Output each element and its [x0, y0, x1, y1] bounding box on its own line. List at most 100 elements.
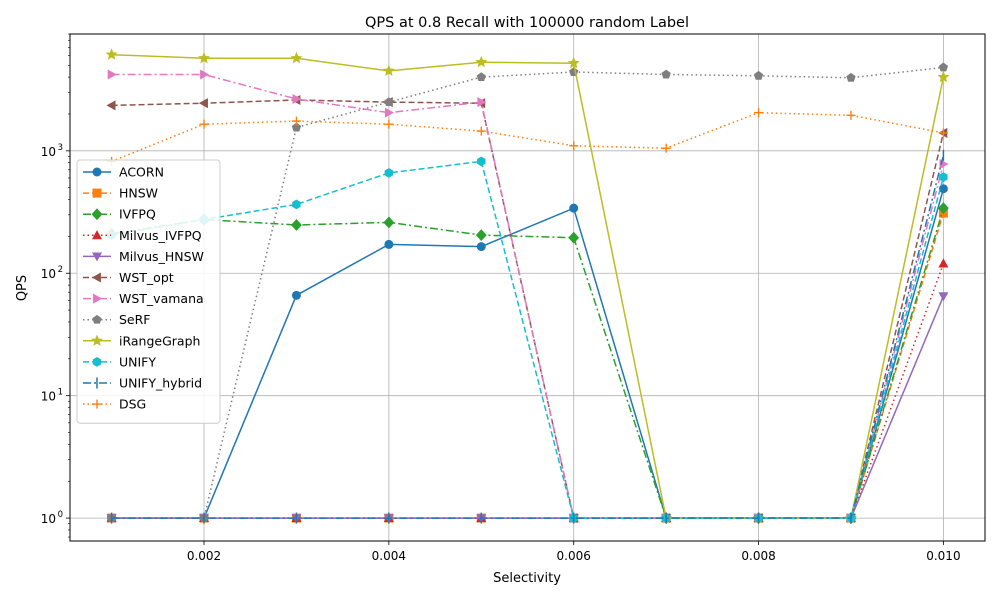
series-line-dsg	[111, 111, 944, 163]
y-tick-label: 10	[41, 512, 56, 526]
y-tick-exponent: 1	[58, 388, 63, 398]
data-point-irangegraph	[198, 52, 210, 64]
legend-entry-irangegraph: iRangeGraph	[83, 333, 200, 348]
legend-label: WST_vamana	[119, 291, 204, 306]
legend-entry-acorn: ACORN	[83, 165, 164, 180]
legend-entry-milvus-ivfpq: Milvus_IVFPQ	[83, 228, 202, 243]
data-point-dsg	[846, 110, 856, 120]
data-point-serf	[846, 72, 856, 82]
series-line-unify	[111, 160, 945, 519]
data-point-wst-vamana	[292, 93, 302, 105]
legend-label: Milvus_HNSW	[119, 249, 204, 264]
series-line-irangegraph	[111, 53, 945, 519]
data-point-wst-vamana	[107, 69, 117, 80]
legend-label: UNIFY	[119, 354, 156, 369]
series-acorn	[107, 184, 948, 523]
data-point-irangegraph	[475, 55, 488, 68]
legend-marker	[93, 293, 103, 304]
legend-marker	[91, 272, 101, 283]
data-point-dsg	[661, 143, 671, 153]
data-point-acorn	[569, 203, 579, 213]
chart-title: QPS at 0.8 Recall with 100000 random Lab…	[365, 15, 689, 31]
data-point-dsg	[476, 126, 486, 136]
x-tick-label: 0.002	[187, 549, 221, 563]
legend-label: WST_opt	[119, 270, 174, 285]
legend-label: SeRF	[119, 312, 151, 327]
legend-marker	[92, 399, 102, 409]
legend: ACORN HNSW IVFPQ Milvus_IVFPQ Milvus_HNSW WST…	[76, 159, 221, 424]
y-tick-exponent: 2	[58, 265, 63, 275]
legend-marker	[91, 230, 103, 240]
data-point-wst-opt	[198, 98, 208, 109]
data-point-acorn	[291, 290, 301, 300]
legend-marker	[92, 188, 102, 198]
legend-marker	[91, 252, 103, 262]
data-point-serf	[661, 69, 671, 79]
series-unify	[107, 156, 948, 523]
data-point-unify	[292, 199, 301, 210]
series-line-ivfpq	[111, 207, 945, 519]
legend-label: iRangeGraph	[119, 333, 200, 348]
data-point-dsg	[291, 116, 301, 126]
data-point-ivfpq	[291, 219, 302, 231]
x-axis-label: Selectivity	[493, 571, 561, 586]
data-point-serf	[753, 70, 764, 80]
series-line-milvus-ivfpq	[111, 263, 945, 519]
legend-marker	[92, 357, 102, 367]
data-point-ivfpq	[475, 229, 487, 242]
data-point-irangegraph	[937, 70, 950, 83]
data-point-ivfpq	[568, 231, 580, 244]
data-point-serf	[384, 97, 394, 107]
legend-marker	[91, 334, 103, 346]
series-ivfpq	[106, 202, 949, 525]
y-tick-exponent: 0	[58, 510, 63, 520]
x-tick-label: 0.006	[557, 549, 591, 563]
legend-entry-wst-opt: WST_opt	[83, 270, 174, 285]
series-milvus-hnsw	[106, 292, 949, 524]
data-point-wst-vamana	[477, 97, 487, 108]
legend-label: ACORN	[119, 165, 164, 180]
data-point-serf	[291, 122, 302, 132]
data-point-serf	[938, 62, 949, 72]
series-line-hnsw	[111, 212, 945, 519]
legend-entry-unify-hybrid: UNIFY_hybrid	[83, 376, 202, 391]
x-tick-label: 0.004	[372, 549, 406, 563]
data-point-unify	[477, 156, 486, 167]
legend-label: DSG	[119, 397, 146, 412]
series-line-wst-vamana	[111, 73, 945, 519]
series-milvus-ivfpq	[106, 258, 949, 522]
data-point-milvus-hnsw	[938, 292, 949, 302]
series-wst-opt	[106, 95, 948, 524]
data-point-unify	[939, 172, 948, 182]
x-tick-label: 0.008	[741, 549, 775, 563]
y-tick-label: 10	[41, 267, 56, 281]
data-point-unify	[384, 168, 394, 178]
data-point-wst-vamana	[200, 69, 210, 80]
legend-box	[76, 159, 221, 424]
data-point-wst-opt	[106, 100, 116, 111]
series-line-serf	[111, 66, 944, 519]
series-line-milvus-hnsw	[111, 295, 945, 519]
data-point-dsg	[384, 119, 394, 129]
legend-entry-serf: SeRF	[83, 312, 151, 327]
legend-entry-milvus-hnsw: Milvus_HNSW	[83, 249, 204, 264]
data-point-milvus-ivfpq	[938, 258, 949, 268]
series-serf	[106, 62, 949, 523]
data-point-dsg	[754, 108, 764, 118]
data-point-ivfpq	[383, 216, 395, 229]
data-point-dsg	[938, 128, 948, 138]
data-point-irangegraph	[290, 52, 303, 64]
data-point-dsg	[199, 119, 209, 129]
legend-marker	[91, 208, 103, 221]
series-irangegraph	[105, 48, 950, 524]
legend-entry-ivfpq: IVFPQ	[83, 207, 156, 222]
data-point-dsg	[569, 141, 579, 151]
y-tick-label: 10	[41, 145, 56, 159]
data-point-acorn	[476, 242, 486, 252]
data-point-acorn	[938, 184, 948, 194]
data-point-serf	[476, 72, 486, 82]
series-line-wst-opt	[111, 99, 945, 519]
series-line-acorn	[111, 188, 945, 519]
